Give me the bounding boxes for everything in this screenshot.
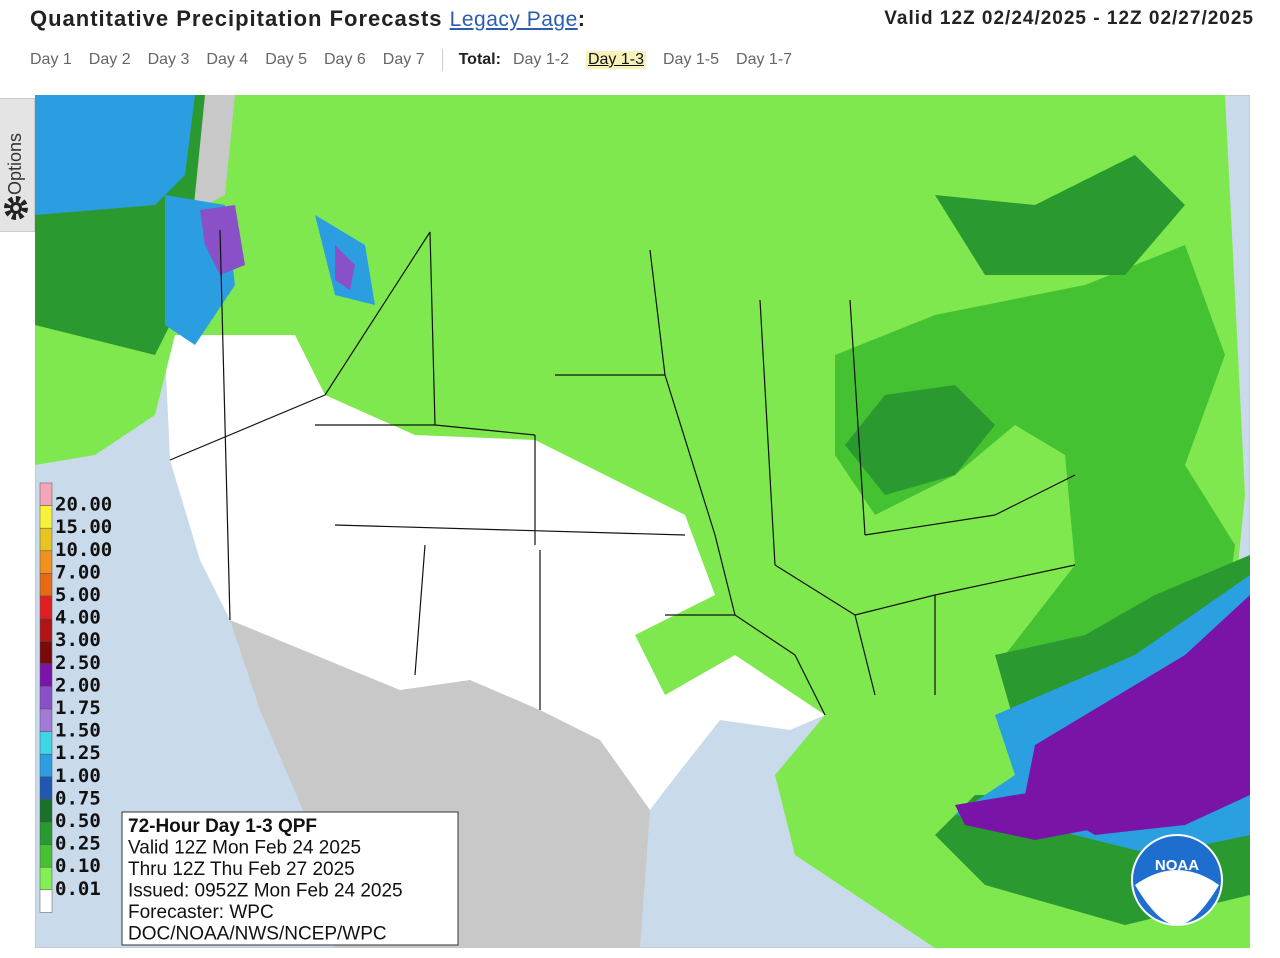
legend-label: 10.00 — [55, 539, 112, 561]
noaa-text: NOAA — [1155, 857, 1199, 874]
options-tab[interactable]: Options — [0, 98, 35, 232]
day-tab[interactable]: Day 4 — [206, 51, 249, 68]
legend-label: 5.00 — [55, 584, 101, 606]
noaa-gull — [1135, 870, 1219, 925]
total-tab[interactable]: Day 1-5 — [663, 51, 720, 68]
legend-label: 0.10 — [55, 855, 101, 877]
info-title: 72-Hour Day 1-3 QPF — [128, 816, 317, 837]
legend-swatch — [39, 573, 53, 597]
legend-swatch — [39, 686, 53, 710]
gear-icon[interactable] — [3, 195, 31, 223]
legend-label: 0.01 — [55, 878, 101, 900]
legacy-link[interactable]: Legacy Page — [449, 8, 578, 31]
total-tab[interactable]: Day 1-7 — [736, 51, 793, 68]
legend-swatch — [39, 595, 53, 619]
total-tab[interactable]: Day 1-2 — [512, 51, 569, 68]
header: Quantitative Precipitation Forecasts Leg… — [30, 6, 586, 32]
day-tab[interactable]: Day 6 — [323, 51, 366, 68]
legend-label: 20.00 — [55, 494, 112, 516]
legend-swatch — [39, 776, 53, 800]
tab-separator — [441, 49, 443, 71]
day-tab[interactable]: Day 2 — [88, 51, 131, 68]
legend-swatch — [39, 866, 53, 891]
valid-period: Valid 12Z 02/24/2025 - 12Z 02/27/2025 — [884, 8, 1254, 29]
legend-swatch — [39, 708, 53, 732]
day-tab[interactable]: Day 5 — [265, 51, 307, 68]
legend-label: 15.00 — [55, 516, 112, 538]
precip-0.25 — [35, 95, 1185, 495]
legend-label: 0.50 — [55, 810, 101, 832]
legend-swatch — [39, 505, 53, 529]
legend-swatch — [39, 753, 53, 778]
legend-label: 0.25 — [55, 833, 101, 855]
precip-2.00-nw — [200, 205, 355, 290]
legend-swatch — [39, 799, 53, 823]
total-tab[interactable]: Day 1-3 — [585, 51, 646, 69]
info-line: Thru 12Z Thu Feb 27 2025 — [128, 859, 355, 880]
legend-label: 2.50 — [55, 652, 101, 674]
info-line: Issued: 0952Z Mon Feb 24 2025 — [128, 881, 403, 902]
precip-2.00 — [955, 595, 1250, 840]
info-line: Forecaster: WPC — [128, 902, 274, 923]
state-lines — [169, 229, 1076, 716]
legend-swatch — [39, 844, 53, 868]
legend-label: 4.00 — [55, 607, 101, 629]
legend-swatch — [39, 550, 53, 574]
legend-swatch — [39, 731, 53, 755]
legend: 20.0015.0010.007.005.004.003.002.502.001… — [39, 482, 112, 913]
total-label: Total: — [458, 51, 501, 68]
legend-swatch — [39, 663, 53, 687]
day-tab[interactable]: Day 1 — [30, 51, 72, 68]
page-title: Quantitative Precipitation Forecasts — [30, 6, 443, 31]
qpf-map: 20.0015.0010.007.005.004.003.002.502.001… — [35, 95, 1250, 948]
legend-label: 1.00 — [55, 765, 101, 787]
legend-label: 1.50 — [55, 720, 101, 742]
info-line: Valid 12Z Mon Feb 24 2025 — [128, 838, 361, 859]
legend-label: 7.00 — [55, 561, 101, 583]
legend-label: 1.25 — [55, 742, 101, 764]
tabs: Day 1 Day 2 Day 3 Day 4 Day 5 Day 6 Day 7 Total… — [30, 49, 809, 71]
info-box — [121, 811, 459, 946]
legend-swatch — [39, 640, 53, 665]
legend-label: 1.75 — [55, 697, 101, 719]
day-tab[interactable]: Day 7 — [382, 51, 425, 68]
title-suffix: : — [577, 6, 587, 31]
legend-swatch — [39, 821, 53, 845]
legend-swatch — [39, 482, 53, 506]
legend-swatch — [39, 618, 53, 642]
info-line: DOC/NOAA/NWS/NCEP/WPC — [128, 924, 387, 945]
legend-label: 0.75 — [55, 787, 101, 809]
precip-0.01 — [35, 95, 1250, 948]
options-label[interactable]: Options — [5, 132, 25, 195]
day-tab[interactable]: Day 3 — [147, 51, 190, 68]
legend-label: 2.00 — [55, 674, 101, 696]
legend-swatch — [39, 889, 53, 913]
legend-label: 3.00 — [55, 629, 101, 651]
legend-swatch — [39, 527, 53, 552]
